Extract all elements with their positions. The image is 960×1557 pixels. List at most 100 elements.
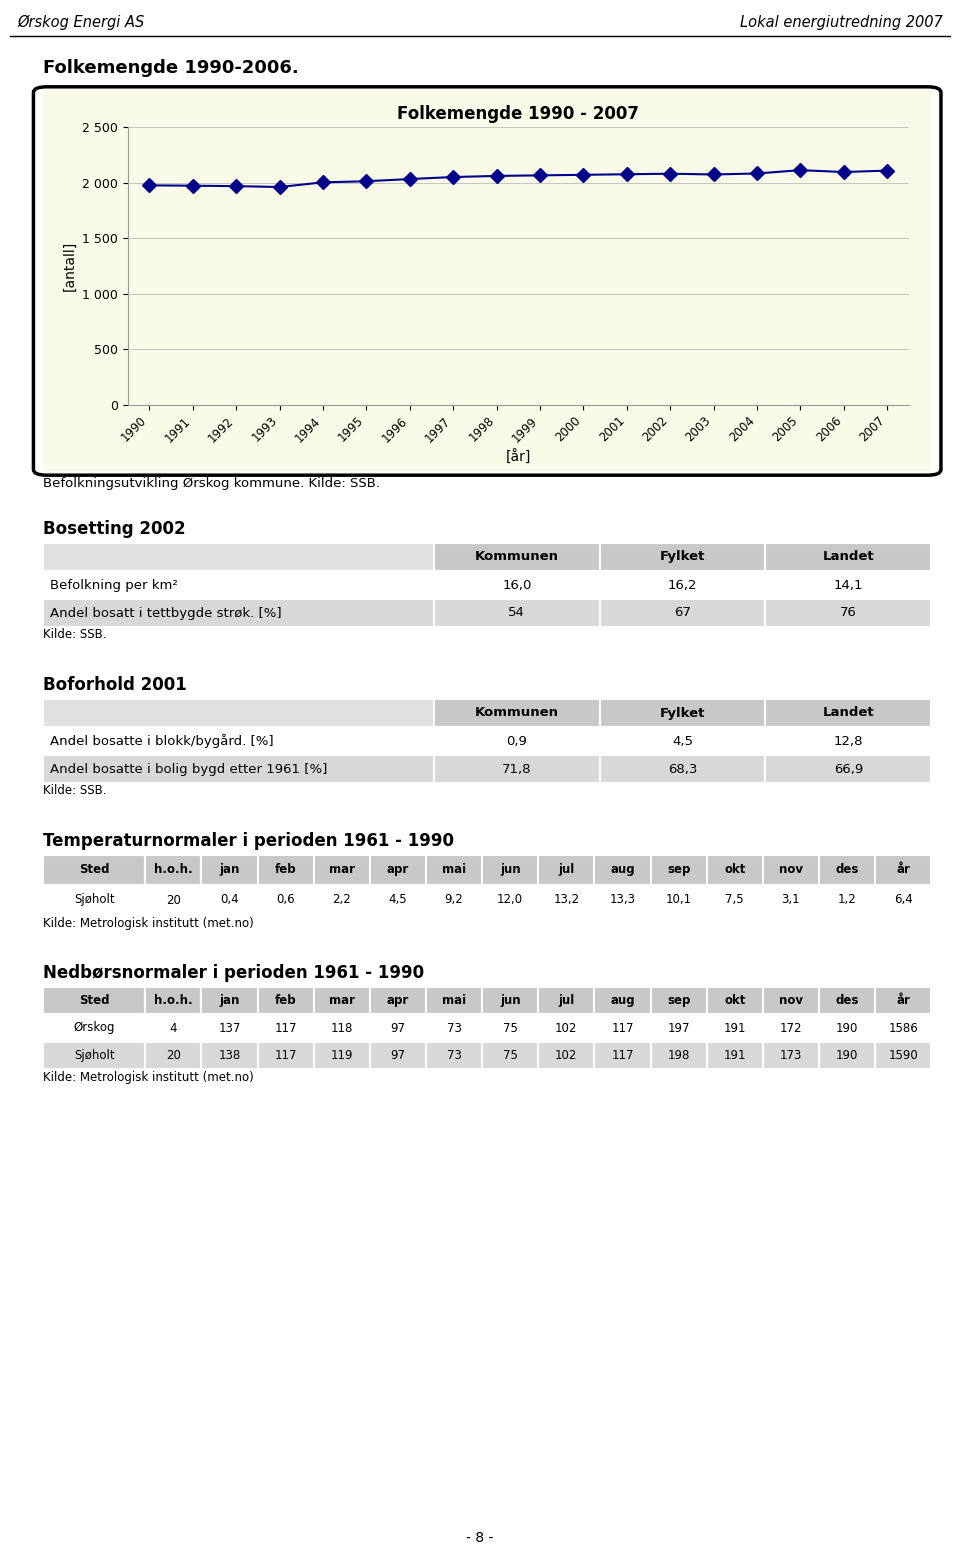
Text: Boforhold 2001: Boforhold 2001 (43, 676, 187, 694)
Text: 68,3: 68,3 (668, 763, 697, 775)
Bar (600, 571, 765, 599)
Text: år: år (897, 864, 910, 877)
Bar (434, 543, 600, 571)
Text: feb: feb (275, 864, 297, 877)
Bar (43, 987, 145, 1014)
Text: 73: 73 (446, 1021, 462, 1034)
Text: des: des (835, 864, 858, 877)
Text: jun: jun (500, 864, 520, 877)
Bar (43, 755, 434, 783)
Bar (765, 543, 931, 571)
Bar (257, 884, 314, 916)
Bar (482, 1014, 539, 1042)
Bar (763, 1042, 819, 1070)
Text: Fylket: Fylket (660, 707, 706, 719)
Text: feb: feb (275, 995, 297, 1007)
Text: 191: 191 (724, 1021, 746, 1034)
Text: 118: 118 (330, 1021, 353, 1034)
Bar (426, 855, 482, 884)
Text: mai: mai (442, 864, 467, 877)
Bar (765, 699, 931, 727)
Bar (765, 571, 931, 599)
Bar (426, 987, 482, 1014)
Bar (594, 987, 651, 1014)
Bar (600, 599, 765, 627)
Bar (876, 987, 931, 1014)
Text: 66,9: 66,9 (833, 763, 863, 775)
Text: Ørskog: Ørskog (74, 1021, 115, 1034)
Text: aug: aug (611, 864, 635, 877)
Text: 13,2: 13,2 (553, 894, 580, 906)
Bar (819, 1042, 876, 1070)
Text: nov: nov (779, 864, 803, 877)
Text: 2,2: 2,2 (332, 894, 351, 906)
Text: mar: mar (328, 995, 355, 1007)
Bar (43, 599, 434, 627)
Bar (539, 884, 594, 916)
Bar (370, 884, 426, 916)
Bar (145, 1042, 202, 1070)
Text: Temperaturnormaler i perioden 1961 - 1990: Temperaturnormaler i perioden 1961 - 199… (43, 833, 454, 850)
Text: 54: 54 (509, 607, 525, 620)
Text: 1,2: 1,2 (838, 894, 856, 906)
Text: 0,9: 0,9 (506, 735, 527, 747)
Text: 173: 173 (780, 1049, 802, 1062)
Text: Lokal energiutredning 2007: Lokal energiutredning 2007 (740, 14, 943, 30)
Bar (43, 855, 145, 884)
Bar (43, 543, 434, 571)
Text: 3,1: 3,1 (781, 894, 801, 906)
Bar (594, 1042, 651, 1070)
Bar (434, 727, 600, 755)
Text: 20: 20 (166, 1049, 180, 1062)
Bar (314, 1014, 370, 1042)
Text: 73: 73 (446, 1049, 462, 1062)
Text: Befolkning per km²: Befolkning per km² (50, 579, 178, 592)
Bar (539, 855, 594, 884)
Text: 117: 117 (612, 1049, 634, 1062)
Text: Kilde: Metrologisk institutt (met.no): Kilde: Metrologisk institutt (met.no) (43, 917, 254, 930)
Text: 190: 190 (836, 1021, 858, 1034)
Bar (434, 571, 600, 599)
Bar (434, 699, 600, 727)
Bar (819, 1014, 876, 1042)
Text: 138: 138 (218, 1049, 241, 1062)
Bar (314, 855, 370, 884)
Bar (594, 884, 651, 916)
Text: jul: jul (558, 995, 574, 1007)
Bar (43, 727, 434, 755)
Bar (482, 987, 539, 1014)
Title: Folkemengde 1990 - 2007: Folkemengde 1990 - 2007 (397, 104, 639, 123)
Text: 76: 76 (840, 607, 856, 620)
Bar (482, 855, 539, 884)
Text: h.o.h.: h.o.h. (154, 995, 193, 1007)
Bar (257, 855, 314, 884)
Bar (145, 855, 202, 884)
Text: 117: 117 (612, 1021, 634, 1034)
Text: okt: okt (724, 864, 745, 877)
Text: jan: jan (219, 995, 240, 1007)
Text: 4: 4 (170, 1021, 178, 1034)
Text: sep: sep (667, 995, 690, 1007)
Text: 117: 117 (275, 1049, 297, 1062)
Bar (876, 884, 931, 916)
Bar (707, 1042, 763, 1070)
Bar (763, 884, 819, 916)
Text: Befolkningsutvikling Ørskog kommune. Kilde: SSB.: Befolkningsutvikling Ørskog kommune. Kil… (43, 478, 380, 490)
Bar (370, 987, 426, 1014)
Bar (819, 987, 876, 1014)
Bar (202, 855, 257, 884)
Text: Bosetting 2002: Bosetting 2002 (43, 520, 186, 539)
Text: Kilde: Metrologisk institutt (met.no): Kilde: Metrologisk institutt (met.no) (43, 1071, 254, 1084)
Bar (819, 884, 876, 916)
Text: 198: 198 (667, 1049, 690, 1062)
Text: Nedbørsnormaler i perioden 1961 - 1990: Nedbørsnormaler i perioden 1961 - 1990 (43, 964, 424, 982)
Text: okt: okt (724, 995, 745, 1007)
Text: 97: 97 (391, 1021, 405, 1034)
Text: Kommunen: Kommunen (475, 551, 559, 564)
Bar (43, 699, 434, 727)
Bar (763, 987, 819, 1014)
Bar (370, 1014, 426, 1042)
Text: 9,2: 9,2 (444, 894, 464, 906)
Bar (426, 884, 482, 916)
Bar (257, 1042, 314, 1070)
